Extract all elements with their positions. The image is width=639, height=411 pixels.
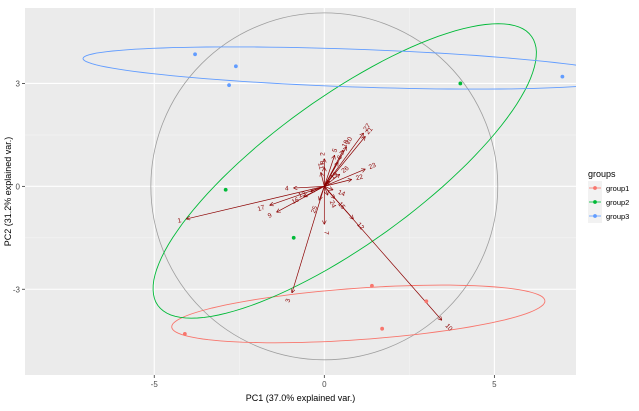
loading-arrow-26 <box>324 174 339 187</box>
correlation-circle <box>150 12 499 361</box>
group2-point <box>223 187 228 192</box>
y-axis-ticks: -3 0 3 <box>13 79 25 294</box>
group3-point <box>227 83 231 88</box>
x-tick-label: 0 <box>322 380 327 389</box>
loading-label-12: 12 <box>355 221 365 231</box>
loading-label-15: 15 <box>336 201 346 211</box>
group3-ellipse <box>82 46 576 90</box>
loading-arrow-11 <box>321 173 325 187</box>
loading-label-17: 17 <box>257 204 266 213</box>
loading-label-1: 1 <box>177 217 182 225</box>
loading-arrow-1 <box>187 186 325 219</box>
group1-ellipse <box>171 284 546 344</box>
loading-arrow-25 <box>319 186 325 200</box>
loading-arrow-4 <box>294 186 325 188</box>
loading-label-27: 27 <box>362 122 372 132</box>
loading-arrow-13 <box>311 186 325 191</box>
loading-label-18: 18 <box>341 139 351 149</box>
group1-point <box>424 299 429 304</box>
legend: groups group1 group2 group3 <box>588 169 629 223</box>
y-tick-label: -3 <box>13 285 21 294</box>
loading-arrow-21 <box>324 137 365 187</box>
y-axis-title: PC2 (31.2% explained var.) <box>3 137 13 247</box>
loading-label-5: 5 <box>331 147 339 153</box>
loading-arrow-15 <box>324 186 334 198</box>
loading-label-4: 4 <box>285 185 289 192</box>
loading-label-21: 21 <box>364 126 374 136</box>
minor-gridlines <box>25 8 576 375</box>
group3-point <box>560 74 565 79</box>
loading-label-23: 23 <box>368 162 378 171</box>
loading-label-13: 13 <box>297 190 307 199</box>
x-tick-label: 5 <box>492 380 497 389</box>
legend-entries: group1 group2 group3 <box>588 181 629 223</box>
loading-label-16: 16 <box>291 196 301 206</box>
loading-label-24: 24 <box>328 200 337 210</box>
y-tick-label: 3 <box>16 79 21 88</box>
loading-label-11: 11 <box>316 162 325 171</box>
loading-label-14: 14 <box>337 189 347 198</box>
loading-label-6: 6 <box>336 154 344 161</box>
group2-ellipse <box>152 23 537 319</box>
loading-label-20: 20 <box>345 136 355 146</box>
group-ellipses <box>82 23 576 344</box>
y-tick-label: 0 <box>16 182 21 191</box>
legend-label-group3: group3 <box>606 212 629 221</box>
loading-label-2: 2 <box>319 152 326 156</box>
observation-points <box>182 52 565 336</box>
group2-point <box>458 81 463 86</box>
group1-point <box>182 331 187 336</box>
x-tick-label: -5 <box>151 380 159 389</box>
loading-arrow-24 <box>323 186 327 195</box>
loading-arrow-14 <box>324 186 333 189</box>
loading-label-25: 25 <box>310 205 319 215</box>
loading-label-26: 26 <box>340 165 350 175</box>
group3-point <box>193 52 197 57</box>
loading-label-10: 10 <box>444 323 454 333</box>
legend-label-group1: group1 <box>606 184 629 193</box>
x-axis-title: PC1 (37.0% explained var.) <box>246 393 356 403</box>
x-axis-ticks: -5 0 5 <box>151 375 497 389</box>
loading-arrow-23 <box>324 169 365 187</box>
loading-label-19: 19 <box>329 171 339 181</box>
group2-point <box>291 235 296 240</box>
loading-label-7: 7 <box>322 231 329 235</box>
loading-arrow-27 <box>324 133 363 187</box>
group1-point <box>380 326 385 331</box>
legend-dot-group2 <box>593 200 597 204</box>
loading-label-3: 3 <box>285 298 293 304</box>
loading-label-22: 22 <box>355 174 364 183</box>
group3-point <box>233 64 238 69</box>
legend-dot-group1 <box>593 186 597 190</box>
legend-title: groups <box>588 169 616 179</box>
legend-label-group2: group2 <box>606 198 629 207</box>
loading-arrow-3 <box>292 186 325 292</box>
loading-arrow-22 <box>324 179 351 187</box>
legend-dot-group3 <box>593 214 597 218</box>
group1-point <box>370 283 374 288</box>
loading-label-9: 9 <box>267 212 274 220</box>
